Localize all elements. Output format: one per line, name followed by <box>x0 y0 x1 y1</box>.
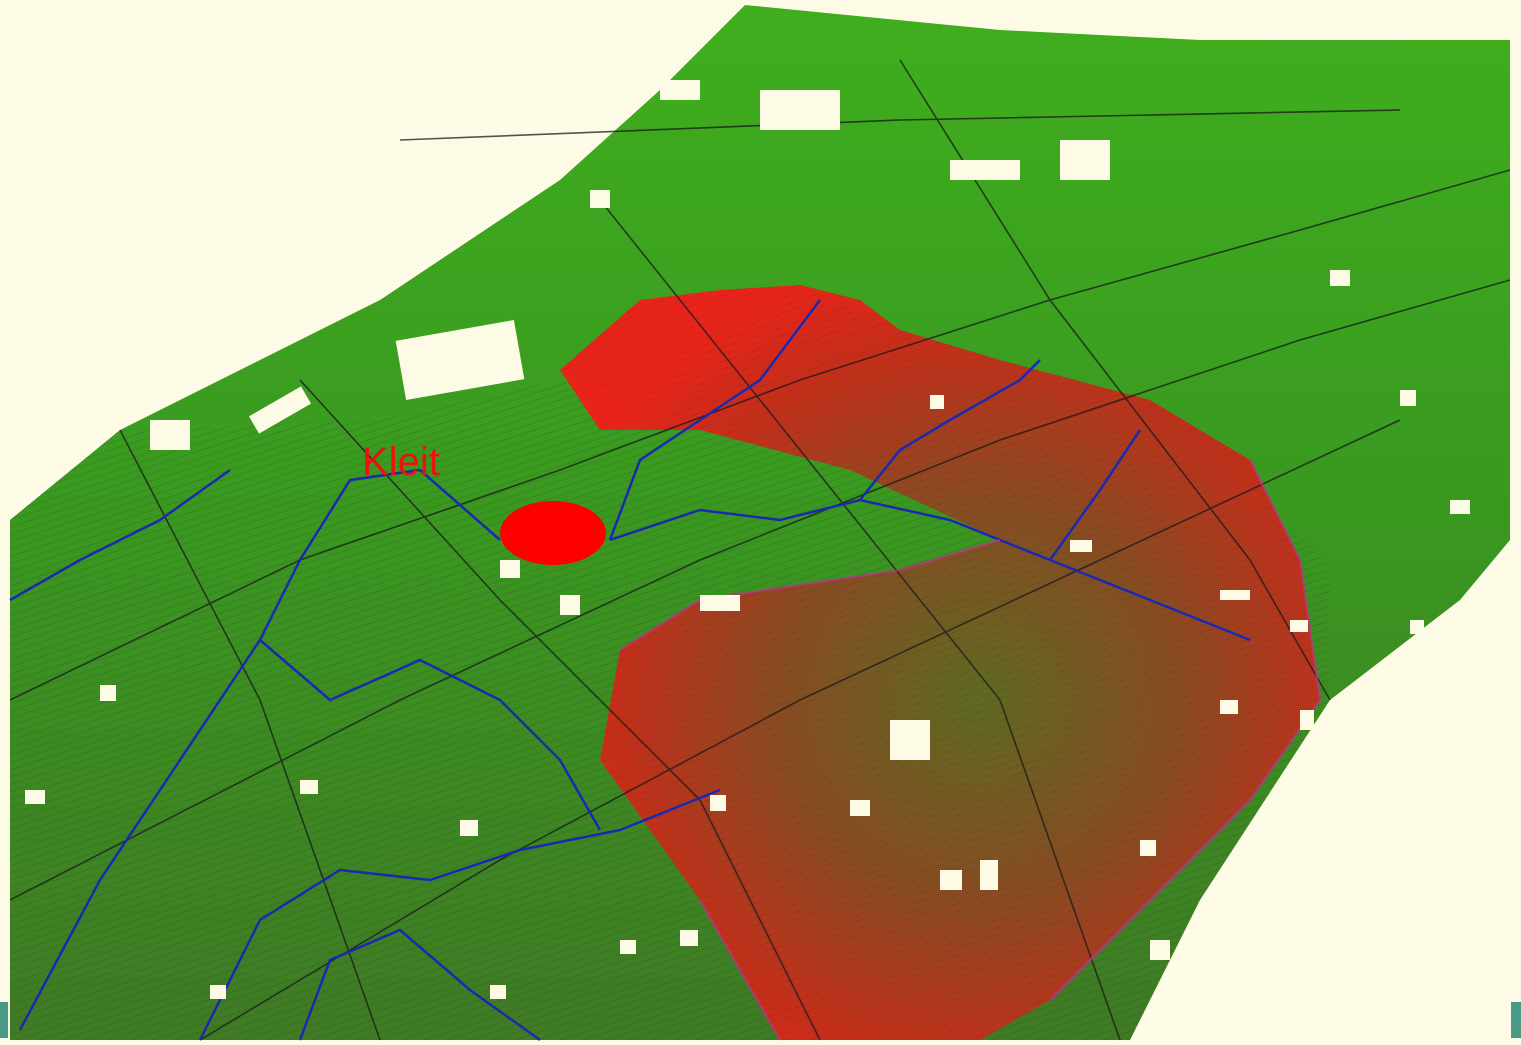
edge-bar-left <box>0 1002 8 1038</box>
edge-bar-right <box>1511 1002 1521 1038</box>
boundary-lines <box>619 459 1322 1041</box>
mountain-contours <box>560 285 1320 1040</box>
settlement-patches <box>25 80 1470 999</box>
rivers <box>9 299 1251 1042</box>
location-marker <box>500 501 606 565</box>
place-label: Kleit <box>362 440 440 484</box>
